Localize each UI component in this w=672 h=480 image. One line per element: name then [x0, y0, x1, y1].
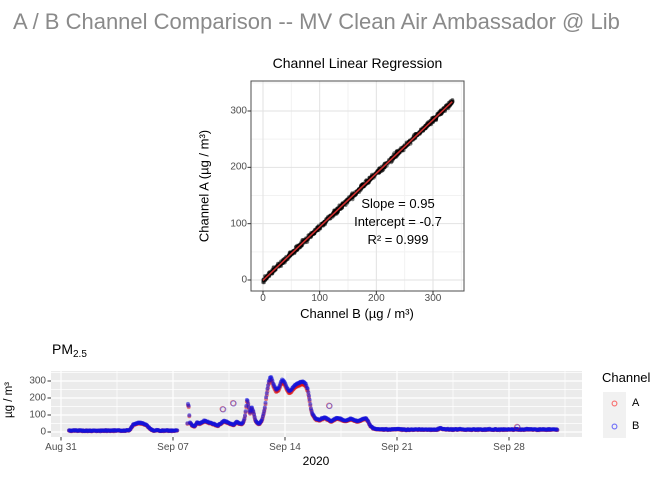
series-b-points — [67, 375, 560, 434]
pm-label: PM — [52, 341, 73, 357]
timeseries-x-tick-label: Sep 14 — [269, 442, 301, 453]
scatter-y-tick-label: 200 — [230, 161, 247, 173]
scatter-plot-title: Channel Linear Regression — [272, 55, 443, 71]
scatter-x-axis-label: Channel B (µg / m³) — [300, 306, 414, 321]
timeseries-x-tick-label: Sep 28 — [493, 442, 525, 453]
slope-annotation: Slope = 0.95 — [361, 196, 435, 211]
timeseries-x-tick-label: Sep 07 — [157, 442, 189, 453]
page-title: A / B Channel Comparison -- MV Clean Air… — [13, 9, 620, 34]
regression-line — [262, 101, 453, 281]
timeseries-y-tick-label: 100 — [29, 409, 46, 421]
pm-subscript: 2.5 — [73, 349, 87, 360]
timeseries-y-tick-label: 300 — [29, 375, 46, 387]
timeseries-x-tick-label: Aug 31 — [45, 442, 77, 453]
channel-legend — [603, 392, 626, 438]
legend-key-a — [603, 392, 626, 415]
timeseries-plot-panel — [47, 371, 582, 441]
timeseries-y-tick-label: 0 — [40, 426, 46, 438]
scatter-x-tick-label: 100 — [311, 293, 328, 304]
timeseries-x-tick-label: Sep 21 — [381, 442, 413, 453]
timeseries-y-tick-label: 200 — [29, 392, 46, 404]
scatter-y-axis-label: Channel A (µg / m³) — [196, 129, 212, 243]
legend-label-channel-a: A — [632, 397, 640, 409]
scatter-y-tick-label: 100 — [230, 218, 247, 230]
scatter-y-tick-label: 0 — [241, 274, 247, 286]
scatter-y-tick-label: 300 — [230, 105, 247, 117]
timeseries-y-axis-label: µg / m³ — [3, 381, 15, 419]
outlier-points — [219, 400, 521, 431]
legend-title: Channel — [602, 370, 651, 385]
timeseries-x-axis-year-label: 2020 — [302, 454, 330, 468]
timeseries-plot-title: PM2.5 — [52, 341, 87, 360]
scatter-x-tick-label: 300 — [424, 293, 442, 304]
legend-marker-a — [611, 400, 618, 407]
scatter-plot-panel — [247, 80, 465, 295]
scatter-x-tick-label: 0 — [260, 293, 266, 304]
legend-key-b — [603, 415, 626, 438]
regression-annotation: Slope = 0.95 Intercept = -0.7 R² = 0.999 — [354, 195, 442, 249]
intercept-annotation: Intercept = -0.7 — [354, 214, 442, 229]
r-squared-annotation: R² = 0.999 — [367, 232, 429, 247]
legend-label-channel-b: B — [632, 420, 640, 432]
scatter-x-tick-label: 200 — [367, 293, 385, 304]
legend-marker-b — [611, 423, 618, 430]
